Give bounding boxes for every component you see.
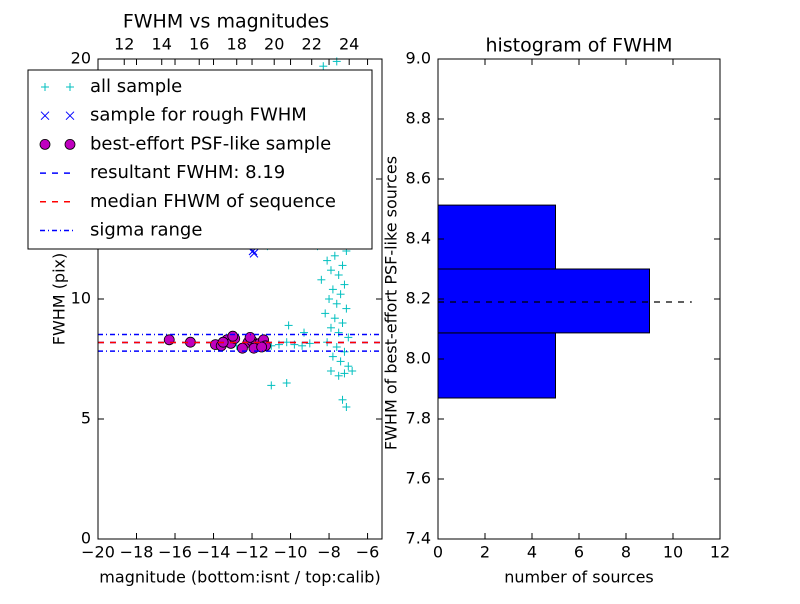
point (305, 339, 314, 348)
y-tick-label: 8.6 (406, 169, 431, 188)
y-tick-label: 8.0 (406, 349, 431, 368)
x-tick-label: −16 (158, 543, 192, 562)
point (249, 249, 259, 258)
legend-label: resultant FWHM: 8.19 (90, 162, 285, 183)
point (342, 304, 351, 313)
y-tick-label: 9.0 (406, 49, 431, 68)
point (326, 266, 335, 275)
legend-label: sigma range (90, 220, 202, 241)
bar (437, 332, 556, 399)
legend-label: all sample (90, 76, 182, 97)
y-tick-label: 7.4 (406, 529, 431, 548)
point (332, 299, 341, 308)
x-tick-label: 0 (433, 543, 443, 562)
point (344, 333, 353, 342)
bar (437, 204, 556, 270)
legend-marker (39, 138, 51, 150)
top-tick-label: 20 (264, 35, 284, 54)
point (338, 261, 347, 270)
point (338, 395, 347, 404)
top-tick-label: 18 (227, 35, 247, 54)
legend-marker (41, 83, 49, 91)
legend-marker (40, 111, 50, 121)
point (163, 334, 175, 346)
top-tick-label: 12 (114, 35, 134, 54)
x-tick-label: −18 (120, 543, 154, 562)
top-tick-label: 22 (302, 35, 322, 54)
y-tick-label: 7.8 (406, 409, 431, 428)
y-tick-label: 8.2 (406, 289, 431, 308)
y-tick-label: 5 (81, 409, 91, 428)
point (328, 352, 337, 361)
point (336, 357, 345, 366)
point (323, 256, 332, 265)
point (284, 321, 293, 330)
legend-marker (66, 83, 74, 91)
point (344, 362, 353, 371)
legend-label: median FHWM of sequence (90, 191, 336, 212)
point (244, 331, 256, 343)
point (334, 271, 343, 279)
x-tick-label: −14 (197, 543, 231, 562)
legend-label: sample for rough FWHM (90, 105, 307, 126)
point (326, 367, 335, 375)
point (336, 290, 345, 299)
x-tick-label: 10 (663, 543, 683, 562)
point (338, 319, 347, 327)
point (282, 379, 291, 387)
point (227, 330, 239, 342)
point (328, 285, 337, 294)
legend-marker (64, 138, 76, 150)
y-tick-label: 8.4 (406, 229, 431, 248)
legend-marker (65, 111, 75, 121)
point (342, 403, 351, 411)
point (256, 341, 268, 353)
point (326, 323, 335, 332)
point-d2 (65, 111, 75, 121)
point (330, 251, 339, 260)
x-axis-label: number of sources (504, 568, 654, 587)
y-tick-label: 0 (81, 529, 91, 548)
y-tick-label: 10 (71, 289, 91, 308)
top-tick-label: 24 (339, 35, 359, 54)
x-tick-label: −6 (356, 543, 380, 562)
point (319, 62, 328, 71)
x-tick-label: 12 (710, 543, 730, 562)
top-tick-label: 14 (152, 35, 172, 54)
point (334, 371, 343, 380)
point (340, 280, 349, 289)
y-tick-label: 20 (71, 49, 91, 68)
x-tick-label: 6 (574, 543, 584, 562)
y-axis-label: FWHM of best-effort PSF-like sources (382, 156, 401, 450)
point (267, 381, 276, 390)
x-tick-label: 8 (621, 543, 631, 562)
x-tick-label: −12 (235, 543, 269, 562)
point (332, 343, 341, 351)
x-tick-label: −10 (274, 543, 308, 562)
chart-title: FWHM vs magnitudes (123, 11, 329, 33)
top-tick-label: 16 (189, 35, 209, 54)
y-tick-label: 8.8 (406, 109, 431, 128)
point (340, 369, 349, 378)
point (325, 295, 334, 303)
x-tick-label: −20 (81, 543, 115, 562)
y-tick-label: 7.6 (406, 469, 431, 488)
point (330, 314, 339, 323)
point-d2 (249, 249, 259, 258)
point-d2 (40, 111, 50, 121)
x-tick-label: 4 (527, 543, 537, 562)
point (348, 367, 357, 375)
chart-title: histogram of FWHM (485, 35, 672, 57)
x-axis-label: magnitude (bottom:isnt / top:calib) (99, 568, 380, 587)
x-tick-label: 2 (480, 543, 490, 562)
point (282, 338, 291, 347)
legend-box (27, 69, 373, 250)
point (317, 275, 326, 284)
bar (437, 268, 650, 334)
legend-label: best-effort PSF-like sample (90, 133, 331, 154)
y-axis-label: FWHM (pix) (50, 253, 69, 346)
x-tick-label: −8 (317, 543, 341, 562)
point (321, 309, 330, 318)
